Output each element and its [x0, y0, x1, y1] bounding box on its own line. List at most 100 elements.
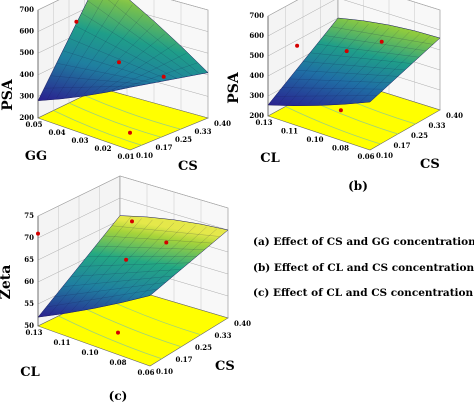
surface-mesh: [278, 19, 349, 105]
surface-mesh: [288, 78, 392, 83]
y-tick-label: 0.11: [281, 127, 298, 136]
design-point: [36, 231, 40, 236]
y-tick-label: 0.05: [25, 120, 42, 129]
surface-mesh: [318, 27, 390, 104]
z-tick-label: 600: [249, 31, 264, 40]
x-tick-label: 0.40: [214, 119, 231, 128]
surface-mesh: [349, 33, 420, 103]
x-tick-label: 0.25: [175, 135, 192, 144]
surface-mesh: [103, 235, 213, 244]
response-surface: [37, 0, 209, 101]
y-tick-label: 0.04: [48, 128, 65, 137]
legend: (a) Effect of CS and GG concentration on…: [253, 236, 474, 299]
surface-mesh: [330, 26, 434, 45]
y-tick-label: 0.02: [94, 144, 111, 153]
y-tick-label: 0.08: [332, 144, 349, 153]
z-tick-label: 55: [24, 299, 34, 308]
x-tick-label: 0.10: [376, 151, 393, 160]
z-tick-label: 200: [19, 113, 34, 122]
surface-mesh: [49, 216, 131, 316]
surface-mesh: [54, 282, 166, 298]
surface-mesh: [82, 221, 164, 309]
z-gridline: [267, 0, 441, 17]
surface-mesh: [75, 25, 177, 79]
surface-mesh: [83, 24, 155, 95]
design-point: [161, 74, 166, 79]
surface-mesh: [102, 43, 176, 92]
y-tick-label: 0.08: [109, 358, 126, 367]
surface-mesh: [308, 25, 379, 104]
y-tick-label: 0.10: [306, 135, 323, 144]
surface-mesh: [74, 14, 144, 96]
surface-mesh: [62, 275, 174, 287]
surface-mesh: [62, 50, 162, 82]
z-tick-label: 700: [19, 5, 34, 14]
y-tick-label: 0.01: [117, 152, 134, 161]
y-axis-title: CL: [20, 365, 40, 380]
surface-mesh: [60, 218, 142, 314]
surface-mesh: [116, 225, 196, 303]
surface-mesh: [108, 0, 201, 75]
z-axis-title: Zeta: [0, 265, 14, 300]
y-tick-label: 0.03: [71, 136, 88, 145]
design-point: [130, 219, 134, 224]
design-point: [116, 330, 120, 335]
z-gridline: [267, 0, 441, 37]
surface-mesh: [339, 31, 410, 104]
z-gridline: [37, 197, 229, 239]
x-tick-label: 0.33: [195, 127, 212, 136]
surface-mesh: [95, 245, 205, 250]
x-tick-label: 0.17: [176, 355, 193, 364]
surface-mesh: [120, 62, 198, 89]
y-tick-label: 0.13: [255, 118, 272, 127]
z-tick-label: 400: [249, 71, 264, 80]
surface-mesh: [274, 95, 378, 97]
x-tick-label: 0.25: [195, 343, 212, 352]
surface-mesh: [71, 219, 153, 311]
y-axis-title: GG: [25, 149, 47, 164]
surface-mesh: [138, 228, 218, 298]
x-tick-label: 0.17: [394, 141, 411, 150]
floor-contour: [53, 110, 142, 146]
x-axis-title: CS: [420, 157, 440, 172]
x-tick-label: 0.17: [156, 143, 173, 152]
z-tick-label: 300: [19, 91, 34, 100]
surface-mesh: [359, 35, 430, 103]
x-tick-label: 0.33: [215, 331, 232, 340]
design-point: [117, 60, 121, 65]
z-tick-label: 500: [19, 48, 34, 57]
z-tick-label: 700: [249, 11, 264, 20]
legend-item-a: (a) Effect of CS and GG concentration on…: [253, 236, 474, 248]
z-tick-label: 70: [24, 233, 34, 242]
z-tick-label: 75: [24, 211, 34, 220]
surface-mesh: [288, 21, 359, 105]
design-point: [295, 43, 300, 48]
y-tick-label: 0.06: [357, 152, 374, 161]
floor-plane: [37, 87, 209, 151]
x-tick-label: 0.10: [136, 151, 153, 160]
surface-mesh: [127, 226, 207, 301]
surface-mesh: [70, 269, 182, 277]
surface-mesh: [105, 224, 185, 305]
x-tick-label: 0.10: [156, 367, 173, 376]
z-axis-title: PSA: [0, 78, 16, 111]
design-point: [379, 39, 384, 44]
x-tick-label: 0.40: [234, 319, 251, 328]
floor-contour: [58, 315, 162, 360]
x-axis-title: CS: [215, 359, 235, 374]
surface-mesh: [93, 222, 175, 307]
design-point: [128, 130, 132, 135]
y-tick-label: 0.10: [81, 348, 98, 357]
surface-mesh: [78, 262, 190, 267]
y-tick-label: 0.11: [53, 338, 70, 347]
design-point: [344, 49, 349, 54]
x-tick-label: 0.25: [411, 131, 428, 140]
surface-mesh: [46, 288, 158, 308]
surface-mesh: [329, 29, 400, 104]
panel-label: (c): [109, 389, 128, 403]
surface-mesh: [47, 0, 103, 100]
z-gridline: [37, 0, 209, 11]
z-tick-label: 65: [24, 255, 34, 264]
